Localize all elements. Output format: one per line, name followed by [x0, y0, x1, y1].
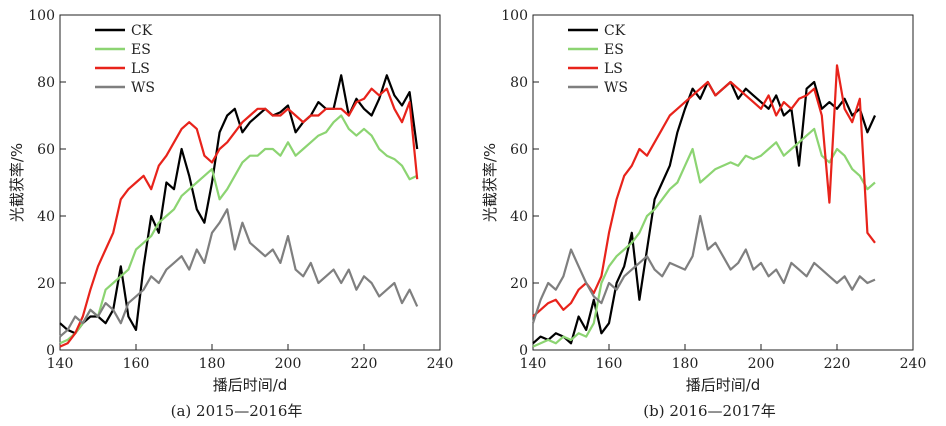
- legend-label-ck: CK: [131, 23, 153, 39]
- plot-area: [59, 14, 441, 351]
- x-tick-label: 220: [351, 356, 378, 372]
- x-tick-label: 140: [520, 356, 547, 372]
- chart-panel-b: 0 20 40 60 80 100 140 160 180 200 220 240 播后时间/d 光截获率…: [473, 0, 946, 426]
- y-tick-label: 0: [519, 343, 528, 359]
- x-tick-label: 200: [275, 356, 302, 372]
- x-tick-label: 160: [123, 356, 150, 372]
- x-tick-label: 140: [47, 356, 74, 372]
- x-tick-label: 240: [427, 356, 454, 372]
- chart-caption-a: (a) 2015—2016年: [170, 402, 303, 420]
- y-tick-label: 80: [37, 75, 55, 91]
- x-tick-label: 200: [748, 356, 775, 372]
- x-tick-label: 180: [199, 356, 226, 372]
- x-axis-label: 播后时间/d: [213, 376, 288, 394]
- plot-area: [532, 14, 914, 351]
- chart-panel-a: 0 20 40 60 80 100 140 160 180 200 220 240 播后时间/d 光截获率…: [8, 8, 454, 420]
- series-line-es: [59, 114, 418, 345]
- y-axis-label: 光截获率/%: [481, 143, 499, 222]
- y-tick-label: 100: [28, 8, 55, 24]
- series-line-es: [532, 127, 876, 348]
- series-line-ls: [59, 87, 419, 348]
- y-tick-label: 100: [501, 8, 528, 24]
- y-tick-label: 60: [510, 142, 528, 158]
- x-tick-label: 240: [900, 356, 927, 372]
- series-line-ck: [532, 80, 877, 345]
- chart-caption-b: (b) 2016—2017年: [643, 402, 776, 420]
- legend-label-ck: CK: [604, 23, 626, 39]
- series-line-ws: [59, 208, 419, 338]
- x-tick-label: 220: [824, 356, 851, 372]
- legend-label-es: ES: [131, 42, 151, 58]
- x-tick-label: 180: [672, 356, 699, 372]
- x-axis-label: 播后时间/d: [686, 376, 761, 394]
- series-line-ws: [531, 214, 876, 324]
- legend-label-ws: WS: [604, 80, 628, 96]
- legend-label-ls: LS: [131, 61, 150, 77]
- legend-label-ls: LS: [604, 61, 623, 77]
- legend-label-es: ES: [604, 42, 624, 58]
- y-tick-label: 80: [510, 75, 528, 91]
- legend-label-ws: WS: [131, 80, 155, 96]
- x-tick-label: 160: [596, 356, 623, 372]
- series-line-ck: [59, 74, 419, 335]
- y-tick-label: 20: [510, 276, 528, 292]
- chart-svg-a: 0 20 40 60 80 100 140 160 180 200 220 240 播后时间/d 光截获率…: [8, 8, 454, 394]
- y-axis-label: 光截获率/%: [8, 143, 26, 222]
- chart-svg-b: 0 20 40 60 80 100 140 160 180 200 220 240 播后时间/d 光截获率…: [481, 8, 927, 394]
- y-tick-label: 40: [510, 209, 528, 225]
- y-tick-label: 60: [37, 142, 55, 158]
- y-tick-label: 0: [46, 343, 55, 359]
- y-tick-label: 20: [37, 276, 55, 292]
- y-tick-label: 40: [37, 209, 55, 225]
